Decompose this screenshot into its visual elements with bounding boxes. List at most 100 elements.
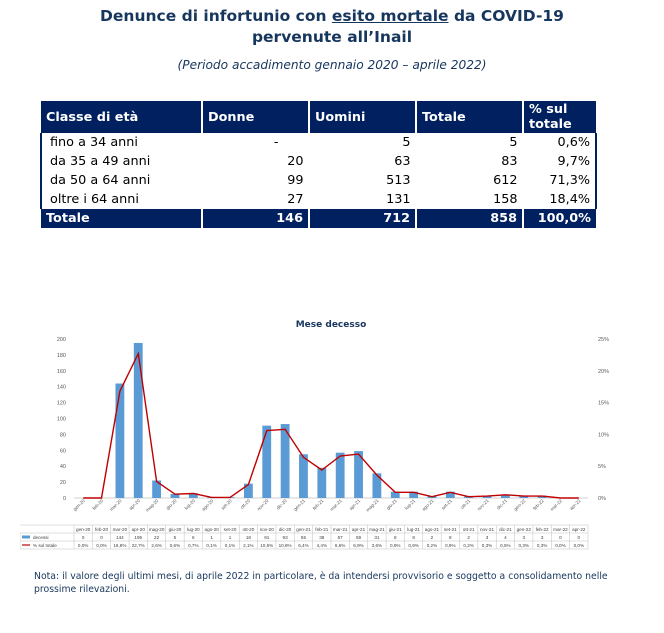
col-header: Donne	[202, 101, 310, 133]
x-axis-tick-label: nov-21	[476, 498, 490, 512]
x-axis-tick-label: mar-20	[109, 498, 123, 512]
x-axis-tick-label: feb-22	[532, 498, 545, 511]
data-label-decessi: 22	[154, 535, 160, 540]
data-label-pct: 0,0%	[555, 543, 565, 548]
x-axis-tick-label: mar-22	[549, 498, 563, 512]
x-axis-tick-label: ott-20	[239, 498, 251, 510]
x-tick-label: mag-20	[149, 527, 165, 532]
footnote: Nota: il valore degli ultimi mesi, di ap…	[34, 571, 608, 595]
cell: 5	[416, 133, 524, 152]
x-axis-tick-label: giu-21	[385, 498, 398, 511]
cell: 131	[309, 190, 417, 209]
data-label-decessi: 1	[210, 535, 213, 540]
cell: 20	[202, 152, 310, 171]
x-axis-tick-label: apr-21	[348, 498, 361, 511]
monthly-deaths-chart: Mese decesso0204060801001201401601802000…	[20, 320, 609, 550]
data-label-pct: 6,9%	[353, 543, 363, 548]
y-right-tick-label: 5%	[598, 464, 606, 470]
data-label-decessi: 18	[246, 535, 252, 540]
bar-decessi	[262, 425, 272, 498]
x-axis-tick-label: gen-20	[72, 498, 86, 512]
bar-decessi	[390, 491, 400, 498]
legend-label-pct: % sul totale	[33, 543, 57, 548]
data-label-decessi: 31	[374, 535, 380, 540]
col-header: Uomini	[309, 101, 417, 133]
bar-decessi	[299, 454, 308, 498]
cell: 18,4%	[523, 190, 597, 209]
y-right-tick-label: 20%	[598, 369, 609, 375]
data-label-pct: 0,0%	[574, 543, 584, 548]
data-label-decessi: 5	[174, 535, 177, 540]
col-header: Classe di età	[41, 101, 203, 133]
x-tick-label: giu-20	[169, 527, 182, 532]
bar-decessi	[537, 495, 547, 498]
y-left-tick-label: 60	[60, 448, 66, 454]
y-left-tick-label: 120	[57, 401, 66, 407]
x-axis-tick-label: feb-20	[91, 498, 104, 511]
data-label-pct: 3,6%	[372, 543, 382, 548]
data-label-decessi: 195	[134, 535, 142, 540]
data-label-pct: 0,3%	[482, 543, 492, 548]
data-label-pct: 16,8%	[113, 543, 126, 548]
cell: 513	[309, 171, 417, 190]
cell: -	[202, 133, 310, 152]
cell: 27	[202, 190, 310, 209]
y-left-tick-label: 40	[60, 464, 66, 470]
x-tick-label: gen-21	[296, 527, 311, 532]
data-label-pct: 0,0%	[96, 543, 106, 548]
x-tick-label: gen-22	[517, 527, 532, 532]
x-axis-tick-label: apr-20	[128, 498, 141, 511]
x-tick-label: mag-21	[369, 527, 385, 532]
data-label-decessi: 8	[449, 535, 452, 540]
data-label-pct: 0,1%	[225, 543, 235, 548]
cell: 99	[202, 171, 310, 190]
title-underlined: esito mortale	[331, 7, 449, 25]
x-axis-tick-label: mar-21	[329, 498, 343, 512]
data-label-decessi: 0	[82, 535, 85, 540]
data-label-decessi: 0	[578, 535, 581, 540]
cell: 0,6%	[523, 133, 597, 152]
x-axis-tick-label: ott-21	[460, 498, 472, 510]
x-axis-tick-label: lug-21	[404, 498, 417, 511]
bar-decessi	[354, 451, 363, 498]
table-row: fino a 34 anni - 5 5 0,6%	[40, 133, 597, 152]
chart-title: Mese decesso	[296, 320, 367, 330]
data-label-pct: 0,9%	[408, 543, 418, 548]
page-subtitle: (Periodo accadimento gennaio 2020 – apri…	[177, 58, 487, 72]
page-title: Denunce di infortunio con esito mortale …	[0, 6, 664, 48]
cell: 712	[309, 209, 417, 228]
cell: da 50 a 64 anni	[40, 171, 203, 190]
x-tick-label: set-21	[444, 527, 457, 532]
data-label-decessi: 2	[431, 535, 434, 540]
x-axis-tick-label: set-20	[220, 498, 233, 511]
x-tick-label: apr-22	[572, 527, 586, 532]
legend-swatch-decessi	[22, 535, 30, 539]
cell: 158	[416, 190, 524, 209]
table-row: da 50 a 64 anni 99 513 612 71,3%	[40, 171, 597, 190]
data-label-decessi: 3	[522, 535, 525, 540]
data-label-pct: 0,5%	[500, 543, 510, 548]
data-label-pct: 2,6%	[151, 543, 161, 548]
data-label-pct: 0,3%	[519, 543, 529, 548]
x-axis-tick-label: gen-22	[513, 498, 527, 512]
data-label-decessi: 0	[559, 535, 562, 540]
data-label-pct: 6,6%	[335, 543, 345, 548]
data-label-pct: 0,1%	[206, 543, 216, 548]
x-tick-label: dic-20	[279, 527, 292, 532]
x-axis-tick-label: mag-20	[145, 498, 160, 513]
x-axis-tick-label: apr-22	[569, 498, 582, 511]
bar-decessi	[409, 491, 419, 498]
cell: 858	[416, 209, 524, 228]
cell: 83	[416, 152, 524, 171]
cell: 612	[416, 171, 524, 190]
table-row: da 35 a 49 anni 20 63 83 9,7%	[40, 152, 597, 171]
data-label-decessi: 6	[192, 535, 195, 540]
data-label-decessi: 3	[486, 535, 489, 540]
x-axis-tick-label: nov-20	[256, 498, 270, 512]
x-tick-label: ago-20	[205, 527, 220, 532]
y-left-tick-label: 160	[57, 369, 66, 375]
x-axis-tick-label: gen-21	[293, 498, 307, 512]
x-axis-tick-label: dic-20	[275, 498, 288, 511]
y-left-tick-label: 80	[60, 432, 66, 438]
data-label-pct: 0,6%	[170, 543, 180, 548]
